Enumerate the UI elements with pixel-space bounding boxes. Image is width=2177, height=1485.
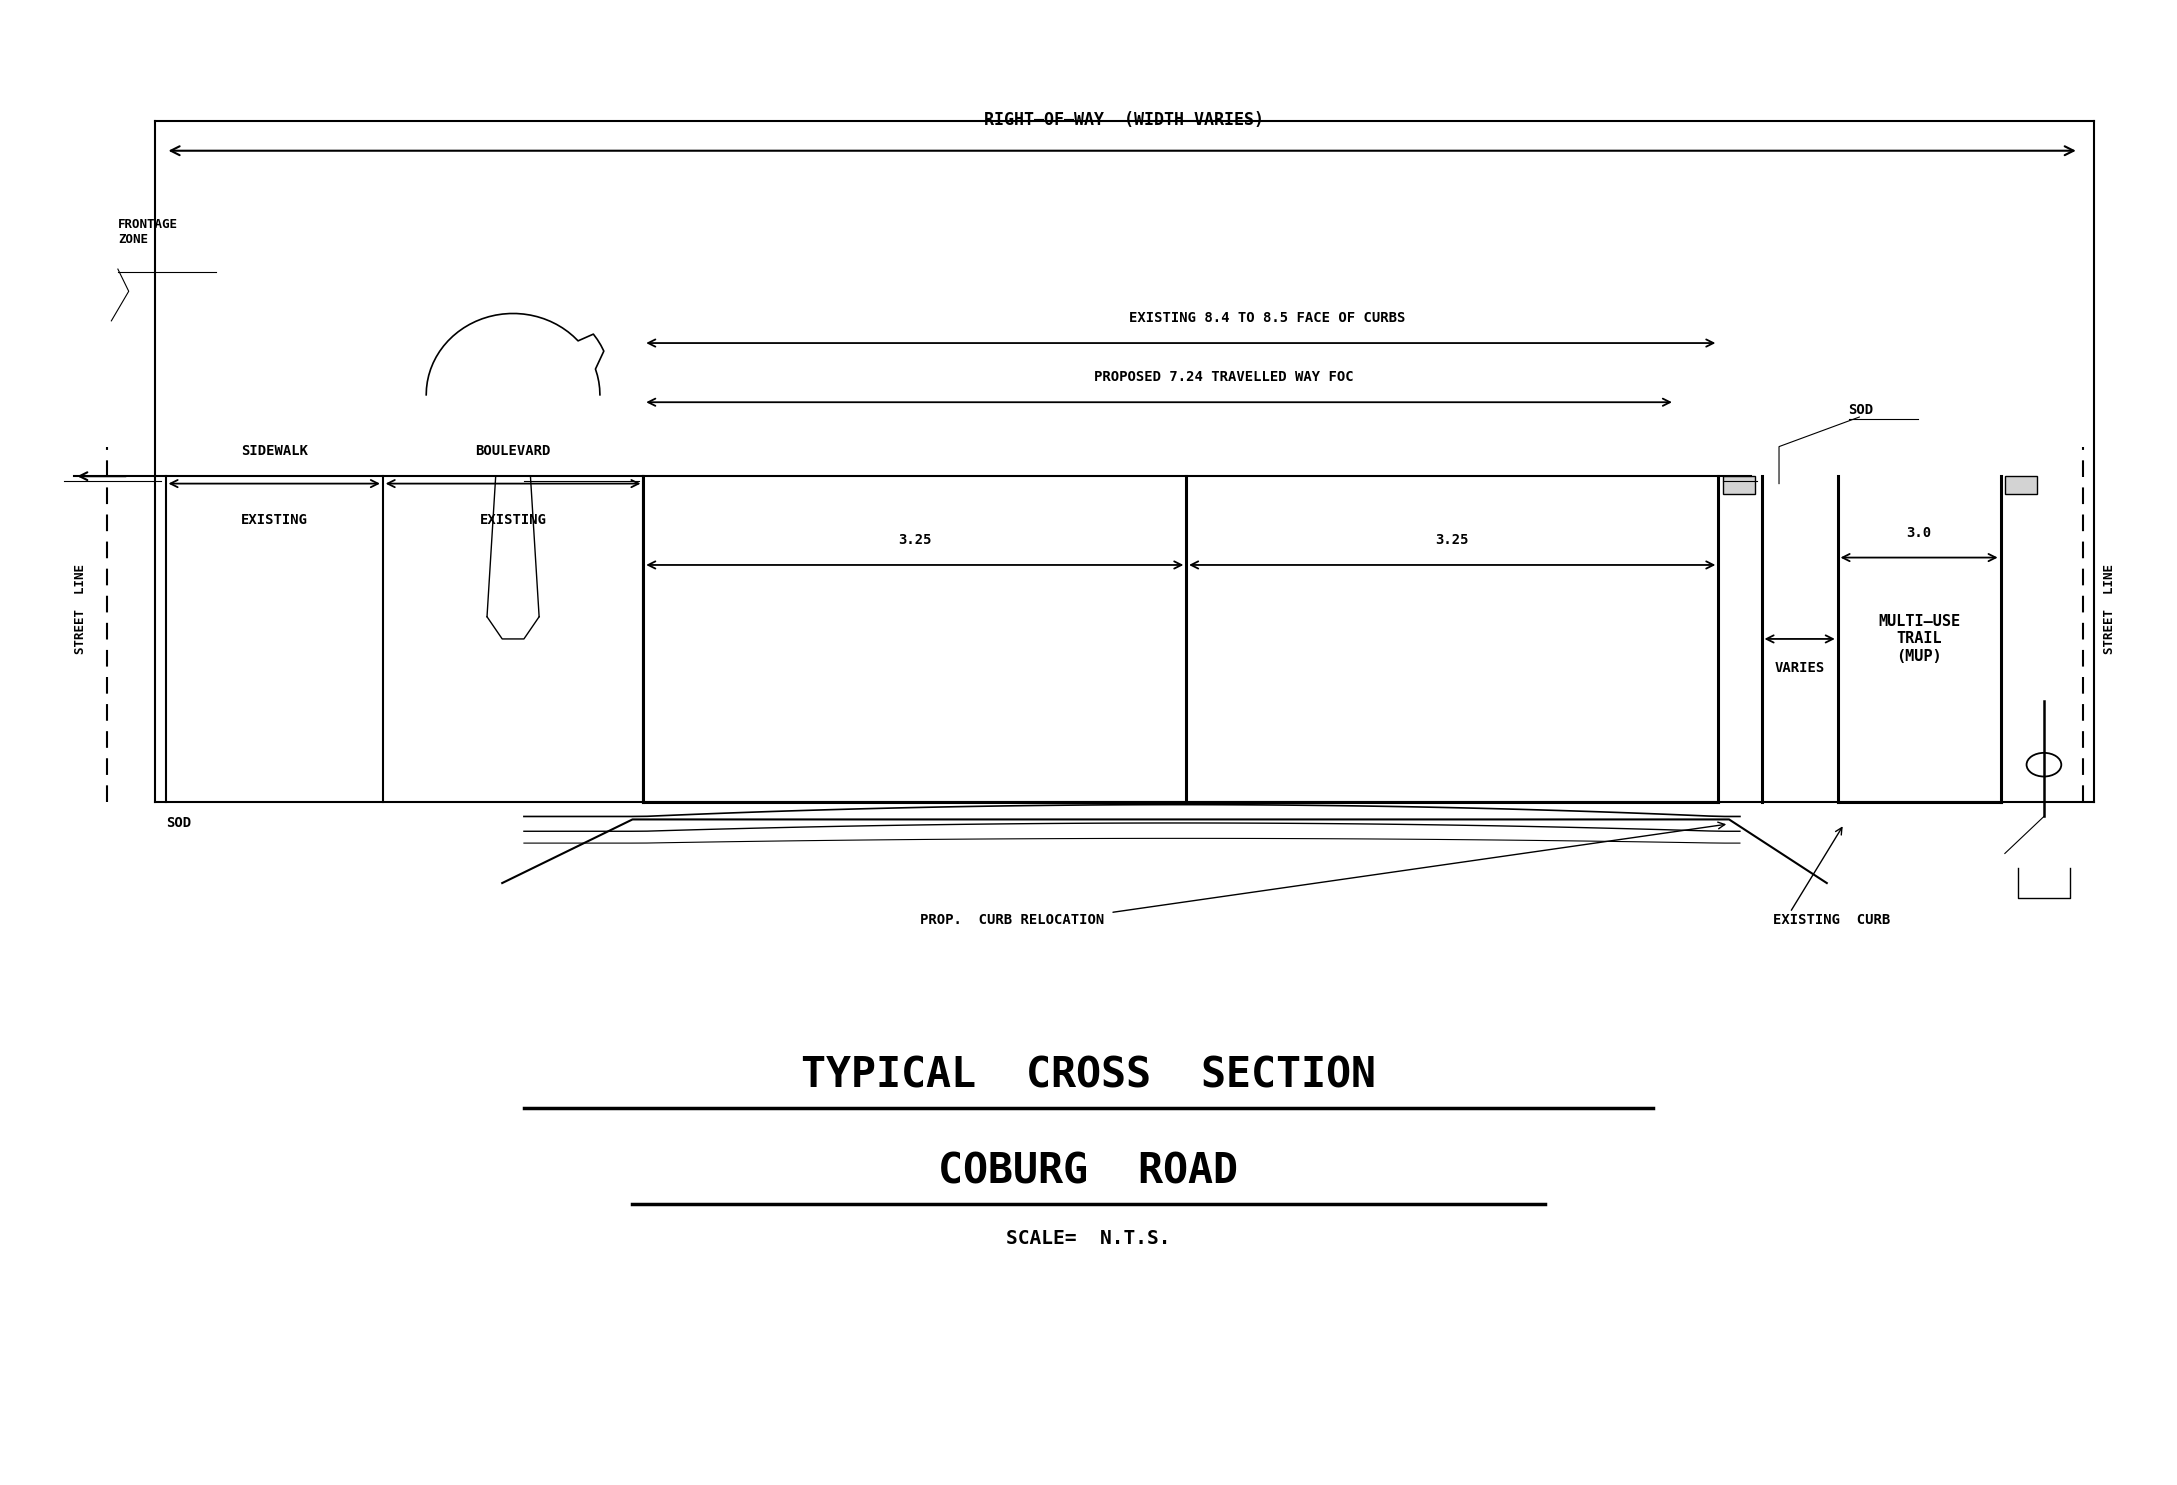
Text: COBURG  ROAD: COBURG ROAD [938,1151,1239,1192]
Text: EXISTING  CURB: EXISTING CURB [1772,913,1890,927]
Bar [1722,477,1755,495]
Text: BOULEVARD: BOULEVARD [475,444,551,459]
Text: SIDEWALK: SIDEWALK [242,444,307,459]
Bar [2005,477,2038,495]
Text: SOD: SOD [1848,402,1874,417]
Text: STREET  LINE: STREET LINE [74,564,87,655]
Text: TYPICAL  CROSS  SECTION: TYPICAL CROSS SECTION [801,1054,1376,1096]
Text: PROPOSED 7.24 TRAVELLED WAY FOC: PROPOSED 7.24 TRAVELLED WAY FOC [1095,370,1354,385]
Text: PROP.  CURB RELOCATION: PROP. CURB RELOCATION [921,913,1104,927]
Text: EXISTING: EXISTING [242,514,307,527]
Text: EXISTING: EXISTING [479,514,546,527]
Text: SOD: SOD [165,817,192,830]
Text: 3.25: 3.25 [899,533,932,546]
Text: 3.0: 3.0 [1907,526,1931,541]
Text: STREET  LINE: STREET LINE [2103,564,2116,655]
Text: MULTI–USE
TRAIL
(MUP): MULTI–USE TRAIL (MUP) [1879,613,1959,664]
Text: EXISTING 8.4 TO 8.5 FACE OF CURBS: EXISTING 8.4 TO 8.5 FACE OF CURBS [1130,312,1406,325]
Text: FRONTAGE
ZONE: FRONTAGE ZONE [118,218,179,247]
Text: SCALE=  N.T.S.: SCALE= N.T.S. [1006,1228,1171,1247]
Text: VARIES: VARIES [1774,661,1824,676]
Text: 3.25: 3.25 [1435,533,1469,546]
Text: RIGHT–OF–WAY  (WIDTH VARIES): RIGHT–OF–WAY (WIDTH VARIES) [984,110,1265,129]
